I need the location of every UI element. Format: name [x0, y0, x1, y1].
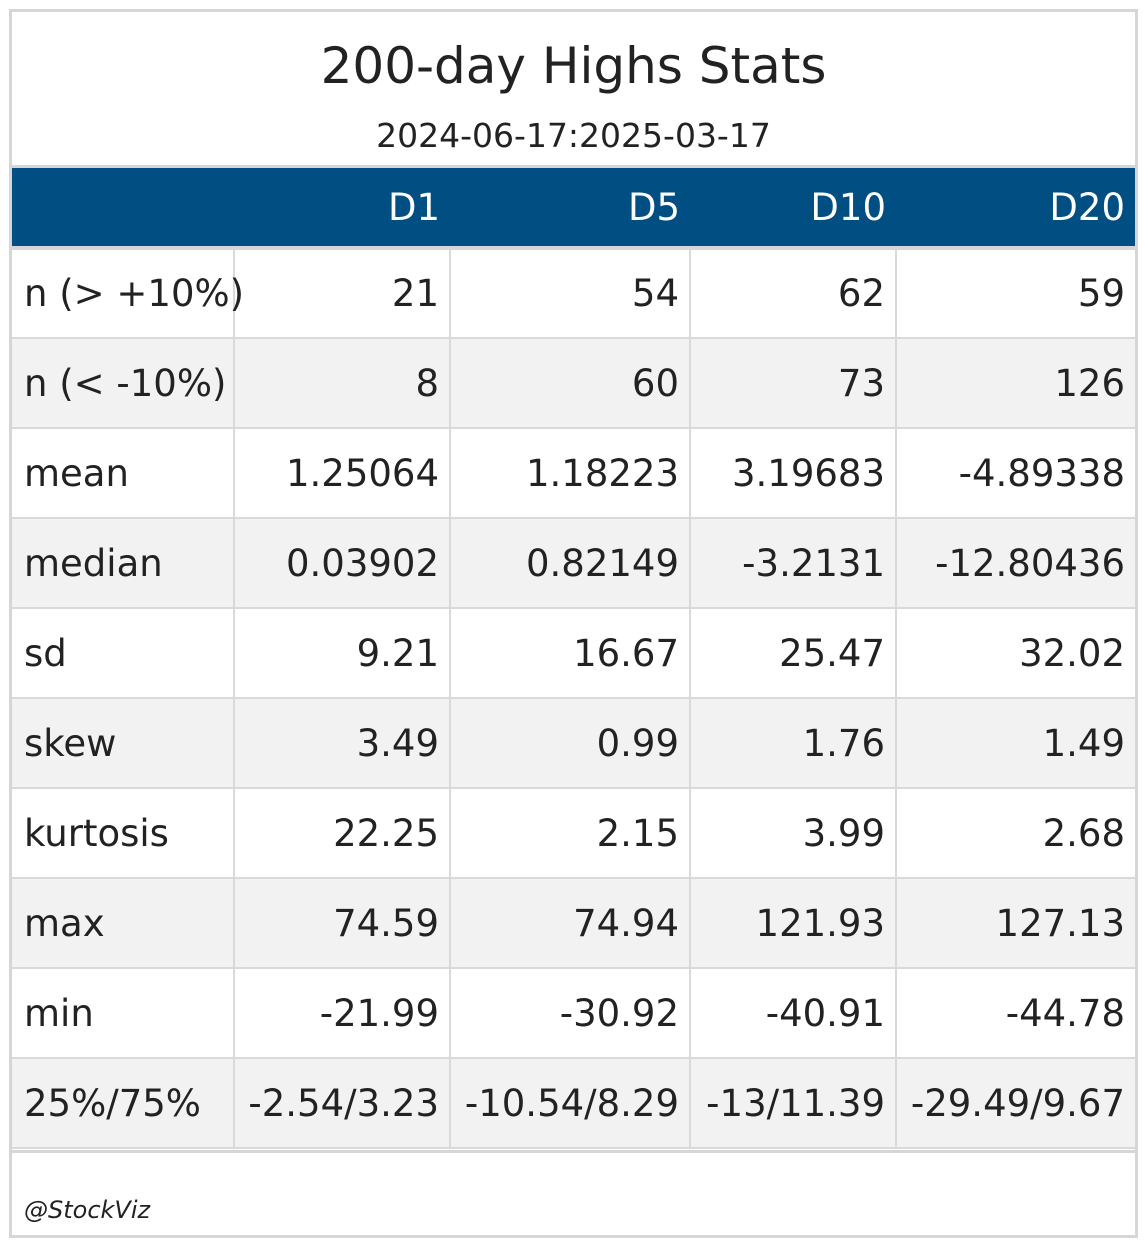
table-cell: 74.94 [450, 878, 691, 969]
table-cell: 2.68 [896, 788, 1135, 879]
table-cell: -44.78 [896, 968, 1135, 1059]
row-label: min [12, 968, 235, 1059]
footer-credit: @StockViz [24, 1196, 151, 1224]
table-cell: 9.21 [234, 608, 451, 699]
table-cell: 73 [690, 338, 897, 429]
row-label: mean [12, 428, 235, 519]
table-row: n (< -10%) 8 60 73 126 [12, 338, 1135, 429]
table-cell: 25.47 [690, 608, 897, 699]
table-cell: 54 [450, 248, 691, 339]
column-header-label [12, 168, 234, 250]
column-header-d5: D5 [450, 168, 690, 250]
table-cell: 59 [896, 248, 1135, 339]
table-cell: 16.67 [450, 608, 691, 699]
table-cell: 62 [690, 248, 897, 339]
row-label: median [12, 518, 235, 609]
table-cell: 126 [896, 338, 1135, 429]
table-cell: -3.2131 [690, 518, 897, 609]
table-body: n (> +10%) 21 54 62 59 n (< -10%) 8 60 73 126 mean… [12, 248, 1135, 1149]
row-label: n (< -10%) [12, 338, 235, 429]
table-bottom-divider [12, 1150, 1135, 1153]
table-row: skew 3.49 0.99 1.76 1.49 [12, 698, 1135, 789]
table-cell: 1.76 [690, 698, 897, 789]
table-cell: -13/11.39 [690, 1058, 897, 1149]
table-cell: 121.93 [690, 878, 897, 969]
table-row: mean 1.25064 1.18223 3.19683 -4.89338 [12, 428, 1135, 519]
table-row: max 74.59 74.94 121.93 127.13 [12, 878, 1135, 969]
stats-table: D1 D5 D10 D20 n (> +10%) 21 54 62 59 n (< -10… [12, 168, 1135, 1149]
table-row: sd 9.21 16.67 25.47 32.02 [12, 608, 1135, 699]
table-header: D1 D5 D10 D20 [12, 168, 1135, 250]
table-cell: 1.18223 [450, 428, 691, 519]
table-cell: 0.82149 [450, 518, 691, 609]
date-range-subtitle: 2024-06-17:2025-03-17 [376, 116, 771, 155]
row-label: 25%/75% [12, 1058, 235, 1149]
row-label: max [12, 878, 235, 969]
table-cell: 74.59 [234, 878, 451, 969]
table-cell: 22.25 [234, 788, 451, 879]
table-row: n (> +10%) 21 54 62 59 [12, 248, 1135, 339]
table-cell: 21 [234, 248, 451, 339]
table-cell: -4.89338 [896, 428, 1135, 519]
table-cell: 8 [234, 338, 451, 429]
stats-card: 200-day Highs Stats 2024-06-17:2025-03-1… [9, 9, 1138, 1238]
row-label: n (> +10%) [12, 248, 244, 339]
table-cell: -21.99 [234, 968, 451, 1059]
table-cell: -12.80436 [896, 518, 1135, 609]
table-cell: 60 [450, 338, 691, 429]
table-row: median 0.03902 0.82149 -3.2131 -12.80436 [12, 518, 1135, 609]
table-cell: 3.19683 [690, 428, 897, 519]
table-cell: 3.49 [234, 698, 451, 789]
table-cell: 1.49 [896, 698, 1135, 789]
header-row: D1 D5 D10 D20 [12, 168, 1135, 250]
column-header-d1: D1 [234, 168, 450, 250]
page-title: 200-day Highs Stats [320, 37, 827, 95]
row-label: skew [12, 698, 235, 789]
row-label: kurtosis [12, 788, 235, 879]
table-cell: 1.25064 [234, 428, 451, 519]
table-cell: 0.03902 [234, 518, 451, 609]
table-row: kurtosis 22.25 2.15 3.99 2.68 [12, 788, 1135, 879]
title-divider [12, 165, 1135, 168]
column-header-d10: D10 [690, 168, 896, 250]
column-header-d20: D20 [896, 168, 1135, 250]
table-cell: 2.15 [450, 788, 691, 879]
table-cell: -10.54/8.29 [450, 1058, 691, 1149]
table-cell: 0.99 [450, 698, 691, 789]
table-cell: 32.02 [896, 608, 1135, 699]
table-cell: -40.91 [690, 968, 897, 1059]
table-cell: 3.99 [690, 788, 897, 879]
table-cell: 127.13 [896, 878, 1135, 969]
table-cell: -2.54/3.23 [234, 1058, 451, 1149]
row-label: sd [12, 608, 235, 699]
table-cell: -30.92 [450, 968, 691, 1059]
table-row: min -21.99 -30.92 -40.91 -44.78 [12, 968, 1135, 1059]
table-cell: -29.49/9.67 [896, 1058, 1135, 1149]
table-row: 25%/75% -2.54/3.23 -10.54/8.29 -13/11.39 -29… [12, 1058, 1135, 1149]
